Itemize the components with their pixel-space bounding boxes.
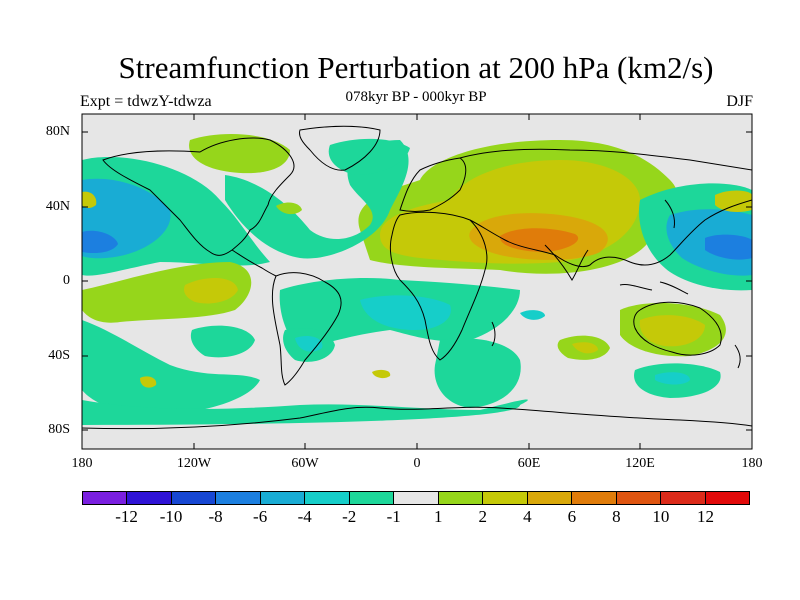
contour-positive-epac-2: [184, 278, 238, 304]
contour-positive-canada: [189, 134, 290, 174]
colorbar-box: [260, 492, 306, 504]
coast-india: [544, 244, 589, 281]
contour-negative-spac: [82, 320, 260, 415]
colorbar-label: 1: [434, 507, 443, 526]
coast-indonesia: [619, 281, 689, 295]
contour-negative-sam-2: [360, 295, 451, 330]
lat-label-40n: 40N: [45, 199, 70, 214]
contour-positive-sio-2: [572, 342, 598, 354]
plot-subtitle: 078kyr BP - 000kyr BP: [345, 89, 487, 105]
colorbar-label: 2: [478, 507, 488, 526]
coast-south-america: [271, 272, 342, 386]
contour-positive-epac: [82, 262, 252, 323]
colorbar-box: [572, 492, 617, 504]
contour-positive-ne: [715, 190, 752, 213]
colorbar-label: 4: [523, 507, 532, 526]
coastlines: [82, 125, 752, 430]
colorbar: [82, 491, 750, 505]
colorbar-box: [483, 492, 528, 504]
lat-label-80s: 80S: [48, 422, 70, 437]
coast-australia: [633, 301, 722, 356]
coast-north-america: [102, 137, 295, 256]
contour-negative-cafr: [520, 310, 545, 320]
colorbar-box: [83, 492, 128, 504]
colorbar-box: [705, 492, 750, 504]
contour-negative-npac-core: [82, 230, 118, 254]
axis-ticks: [82, 114, 752, 449]
colorbar-box: [616, 492, 662, 504]
contour-negative-wpac-core: [705, 234, 752, 260]
colorbar-label: -2: [342, 507, 357, 526]
contour-negative-natl: [328, 138, 410, 175]
lat-label-40s: 40S: [48, 348, 70, 363]
season-label: DJF: [726, 93, 753, 110]
colorbar-label: -1: [386, 507, 401, 526]
coast-japan: [664, 199, 675, 229]
coast-asia: [459, 148, 752, 268]
colorbar-label: 8: [612, 507, 621, 526]
contour-negative-spac-2: [190, 325, 255, 358]
contour-positive-australia-2: [639, 315, 705, 347]
colorbar-label: 12: [696, 507, 714, 526]
colorbar-box: [394, 492, 439, 504]
coast-greenland: [299, 125, 381, 171]
contour-negative-safrica: [434, 338, 521, 408]
colorbar-label: 10: [652, 507, 670, 526]
lon-label-60w: 60W: [291, 456, 319, 471]
coast-africa: [389, 211, 488, 361]
colorbar-box: [305, 492, 350, 504]
colorbar-label: -8: [208, 507, 223, 526]
lon-label-120e: 120E: [625, 456, 655, 471]
colorbar-label: -10: [159, 507, 183, 526]
colorbar-box: [661, 492, 706, 504]
contour-positive-natl: [276, 202, 302, 215]
lon-label-60e: 60E: [517, 456, 541, 471]
colorbar-box: [349, 492, 395, 504]
lat-label-80n: 80N: [45, 124, 70, 139]
colorbar-label: -6: [253, 507, 268, 526]
colorbar-box: [127, 492, 172, 504]
contour-positive-w: [82, 191, 97, 209]
colorbar-label: 6: [567, 507, 577, 526]
experiment-label: Expt = tdwzY-tdwza: [80, 93, 212, 110]
lon-label-180e: 180: [741, 456, 763, 471]
contour-negative-antarctic: [82, 399, 528, 425]
colorbar-box: [216, 492, 261, 504]
lon-label-180w: 180: [71, 456, 93, 471]
coast-antarctica: [82, 406, 752, 430]
colorbar-box: [171, 492, 217, 504]
colorbar-box: [438, 492, 484, 504]
colorbar-label: -12: [115, 507, 138, 526]
lon-label-120w: 120W: [176, 456, 212, 471]
lat-label-0: 0: [63, 273, 70, 288]
coast-madagascar: [491, 321, 496, 347]
lon-label-0: 0: [413, 456, 421, 471]
colorbar-label: -4: [297, 507, 312, 526]
contour-negative-aus-south-2: [655, 372, 690, 385]
coast-europe: [399, 157, 467, 212]
contour-positive-sa: [372, 369, 391, 379]
coast-new-zealand: [734, 344, 741, 369]
coast-central-america: [231, 249, 277, 277]
plot-title: Streamfunction Perturbation at 200 hPa (…: [118, 50, 714, 85]
colorbar-box: [527, 492, 573, 504]
contour-positive-spac: [140, 376, 157, 388]
